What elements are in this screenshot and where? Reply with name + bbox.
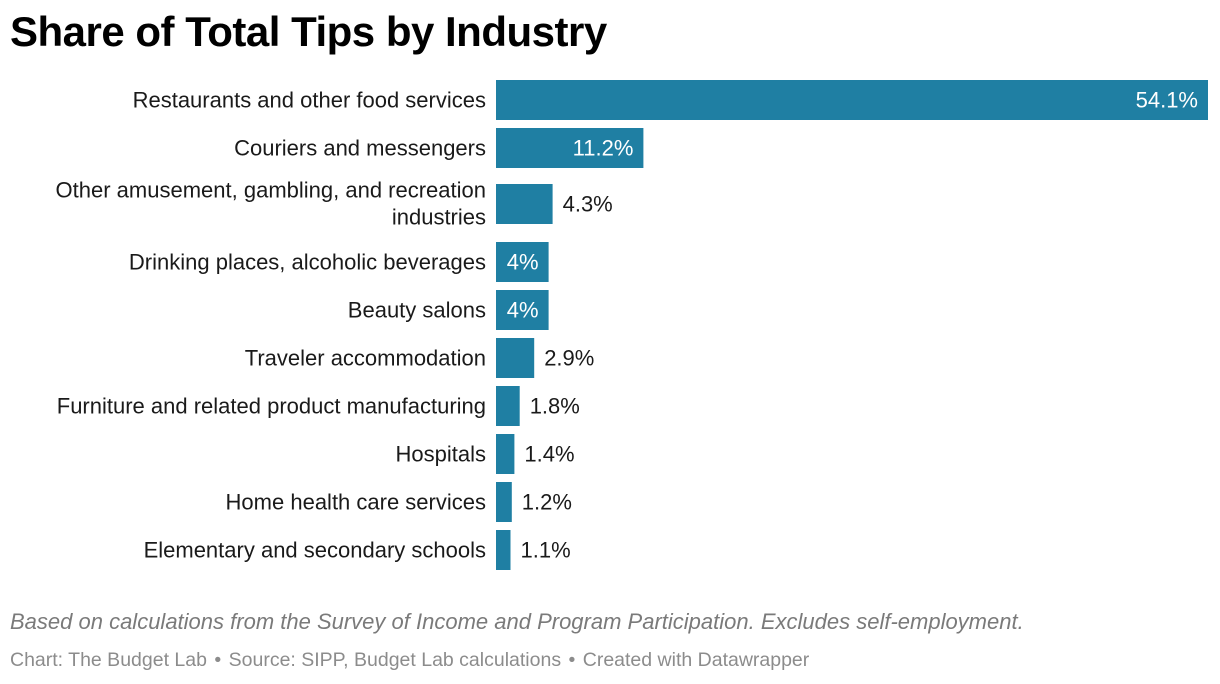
bar xyxy=(496,184,553,224)
value-label: 4% xyxy=(507,298,539,323)
bar xyxy=(496,290,549,330)
value-label: 1.8% xyxy=(530,394,580,419)
chart-title: Share of Total Tips by Industry xyxy=(10,8,607,55)
footer-separator: • xyxy=(214,649,222,671)
category-label: Restaurants and other food services xyxy=(133,88,486,113)
category-label: Couriers and messengers xyxy=(234,136,486,161)
category-label: Home health care services xyxy=(226,490,486,515)
bar xyxy=(496,80,1208,120)
value-label: 1.4% xyxy=(524,442,574,467)
value-label: 54.1% xyxy=(1136,88,1198,113)
value-label: 2.9% xyxy=(544,346,594,371)
bar-chart: Restaurants and other food services 54.1%… xyxy=(56,80,1208,570)
chart-notes: Based on calculations from the Survey of… xyxy=(10,609,1024,634)
bar xyxy=(496,434,515,474)
created-with-credit: Created with Datawrapper xyxy=(582,649,810,671)
category-label: Beauty salons xyxy=(348,298,486,323)
value-label: 11.2% xyxy=(573,136,634,161)
bar xyxy=(496,128,644,168)
value-label: 1.2% xyxy=(522,490,572,515)
bar xyxy=(496,482,512,522)
value-label: 4.3% xyxy=(563,192,613,217)
category-label: Other amusement, gambling, and recreatio… xyxy=(56,178,486,230)
category-label: Traveler accommodation xyxy=(245,346,486,371)
value-label: 4% xyxy=(507,250,539,275)
category-label: Hospitals xyxy=(396,442,486,467)
source-credit: Source: SIPP, Budget Lab calculations xyxy=(228,649,562,671)
bar xyxy=(496,338,535,378)
category-label: Furniture and related product manufactur… xyxy=(57,394,486,419)
bar xyxy=(496,242,549,282)
bar xyxy=(496,530,511,570)
bar xyxy=(496,386,520,426)
category-label: Drinking places, alcoholic beverages xyxy=(129,250,486,275)
value-label: 1.1% xyxy=(521,538,571,563)
footer-separator: • xyxy=(568,649,576,671)
chart-footer: Chart: The Budget Lab • Source: SIPP, Bu… xyxy=(10,649,809,672)
category-label: Elementary and secondary schools xyxy=(144,538,486,563)
chart-credit: Chart: The Budget Lab xyxy=(10,649,207,671)
